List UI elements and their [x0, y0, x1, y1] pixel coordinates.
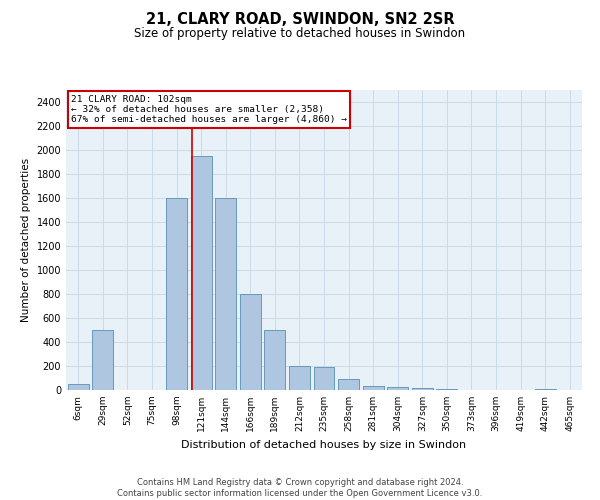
Text: 21 CLARY ROAD: 102sqm
← 32% of detached houses are smaller (2,358)
67% of semi-d: 21 CLARY ROAD: 102sqm ← 32% of detached … — [71, 94, 347, 124]
Bar — [314, 367, 334, 390]
Bar — [362, 386, 383, 390]
Text: 21, CLARY ROAD, SWINDON, SN2 2SR: 21, CLARY ROAD, SWINDON, SN2 2SR — [146, 12, 454, 28]
X-axis label: Distribution of detached houses by size in Swindon: Distribution of detached houses by size … — [181, 440, 467, 450]
Bar — [92, 330, 113, 390]
Bar — [68, 384, 89, 390]
Bar — [166, 198, 187, 390]
Bar — [240, 294, 261, 390]
Y-axis label: Number of detached properties: Number of detached properties — [21, 158, 31, 322]
Text: Size of property relative to detached houses in Swindon: Size of property relative to detached ho… — [134, 28, 466, 40]
Bar — [387, 387, 408, 390]
Bar — [289, 366, 310, 390]
Bar — [191, 156, 212, 390]
Bar — [338, 379, 359, 390]
Text: Contains HM Land Registry data © Crown copyright and database right 2024.
Contai: Contains HM Land Registry data © Crown c… — [118, 478, 482, 498]
Bar — [215, 198, 236, 390]
Bar — [265, 330, 286, 390]
Bar — [412, 388, 433, 390]
